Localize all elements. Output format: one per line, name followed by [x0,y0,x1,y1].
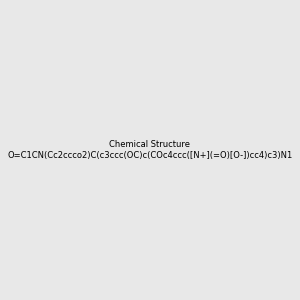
Text: Chemical Structure
O=C1CN(Cc2ccco2)C(c3ccc(OC)c(COc4ccc([N+](=O)[O-])cc4)c3)N1: Chemical Structure O=C1CN(Cc2ccco2)C(c3c… [8,140,292,160]
